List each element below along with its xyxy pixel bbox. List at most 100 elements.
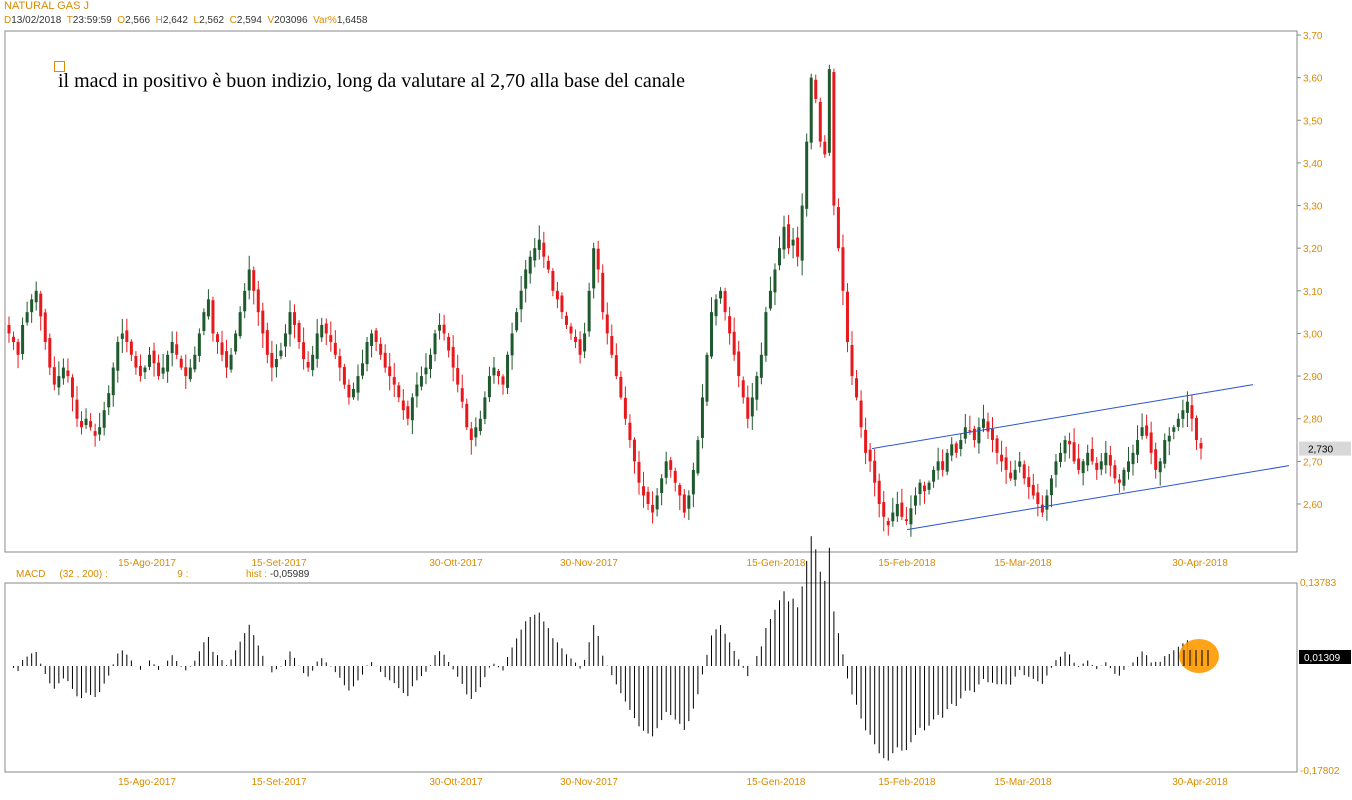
candle-body	[936, 461, 940, 471]
ohlc-key: T	[66, 15, 73, 26]
macd-hist-label: hist :	[245, 569, 268, 580]
candle-body	[143, 367, 147, 373]
macd-x-tick-label: 30-Nov-2017	[560, 777, 618, 788]
candle-body	[356, 376, 360, 393]
candle-body	[70, 377, 74, 398]
x-tick-label: 30-Nov-2017	[560, 558, 618, 569]
macd-params: (32 , 200) :	[59, 569, 108, 580]
candle-body	[288, 312, 292, 335]
candle-body	[800, 205, 804, 261]
x-tick-label: 30-Ott-2017	[429, 558, 483, 569]
candle-body	[157, 362, 161, 377]
x-tick-label: 15-Gen-2018	[747, 558, 806, 569]
candle-body	[791, 239, 795, 246]
candle-body	[1176, 418, 1180, 427]
candle-body	[274, 359, 278, 368]
candle-body	[1181, 410, 1185, 419]
candle-body	[202, 312, 206, 331]
candle-body	[460, 388, 464, 402]
macd-tick-label: -0,17802	[1300, 766, 1340, 777]
candle-body	[302, 342, 306, 360]
candle-body	[814, 79, 818, 99]
candle-body	[750, 397, 754, 417]
price-tick-label: 3,70	[1303, 31, 1323, 42]
macd-name: MACD	[16, 569, 46, 580]
candle-body	[642, 486, 646, 496]
annotation-marker[interactable]	[54, 61, 65, 72]
candle-body	[528, 256, 532, 274]
candle-body	[764, 312, 768, 356]
candle-body	[578, 339, 582, 355]
candle-body	[43, 312, 47, 342]
candle-body	[361, 363, 365, 376]
macd-header: MACD (32 , 200) : 9 : hist : -0,05989	[16, 569, 309, 580]
chart-annotation: il macd in positivo è buon indizio, long…	[58, 70, 686, 92]
candle-body	[1058, 452, 1062, 463]
candle-body	[827, 69, 831, 153]
candle-body	[261, 310, 265, 334]
macd-x-tick-label: 30-Ott-2017	[429, 777, 483, 788]
candle-body	[877, 480, 881, 504]
ohlc-key: H	[155, 15, 163, 26]
candle-body	[30, 299, 34, 313]
x-tick-label: 15-Ago-2017	[118, 558, 176, 569]
ohlc-value: 203096	[274, 15, 308, 26]
candle-body	[415, 384, 419, 397]
candle-body	[315, 333, 319, 359]
channel-upper-line	[871, 384, 1254, 450]
candle-body	[723, 291, 727, 313]
candle-body	[12, 336, 16, 342]
candle-body	[605, 314, 609, 334]
candle-body	[1063, 440, 1067, 454]
candle-body	[596, 248, 600, 270]
candle-body	[397, 385, 401, 398]
candle-body	[741, 380, 745, 398]
candle-body	[429, 354, 433, 369]
candle-body	[383, 352, 387, 368]
candle-body	[845, 291, 849, 342]
ohlc-key: D	[4, 15, 12, 26]
candle-body	[918, 482, 922, 494]
candle-body	[52, 367, 56, 385]
ohlc-value: 2,642	[162, 15, 188, 26]
ohlc-value: 2,566	[125, 15, 151, 26]
candle-body	[632, 439, 636, 462]
candle-body	[129, 341, 133, 355]
candle-body	[927, 482, 931, 490]
candle-body	[234, 333, 238, 352]
candle-body	[941, 461, 945, 470]
ohlc-key: L	[193, 15, 200, 26]
candle-body	[1099, 461, 1103, 470]
candle-body	[447, 336, 451, 351]
candle-body	[1045, 495, 1049, 510]
candle-body	[306, 361, 310, 368]
candle-body	[293, 312, 297, 325]
candle-body	[1077, 458, 1081, 470]
macd-signal: 9 :	[177, 569, 189, 580]
candle-body	[243, 290, 247, 312]
candle-body	[197, 333, 201, 357]
candle-body	[954, 443, 958, 453]
candle-body	[501, 376, 505, 385]
candle-body	[864, 429, 868, 453]
candle-body	[891, 512, 895, 522]
candle-body	[977, 427, 981, 444]
candle-body	[592, 248, 596, 289]
ohlc-key: O	[117, 15, 126, 26]
candle-body	[166, 354, 170, 372]
candle-body	[433, 333, 437, 355]
candle-body	[687, 495, 691, 509]
candle-body	[483, 397, 487, 419]
candle-body	[782, 226, 786, 250]
x-tick-label: 30-Apr-2018	[1172, 558, 1228, 569]
candle-body	[111, 367, 115, 396]
candle-body	[1126, 461, 1130, 472]
candle-body	[98, 427, 102, 435]
candle-body	[1149, 432, 1153, 453]
candle-body	[841, 247, 845, 291]
candle-body	[193, 354, 197, 370]
candle-body	[1068, 440, 1072, 445]
candle-body	[923, 485, 927, 492]
